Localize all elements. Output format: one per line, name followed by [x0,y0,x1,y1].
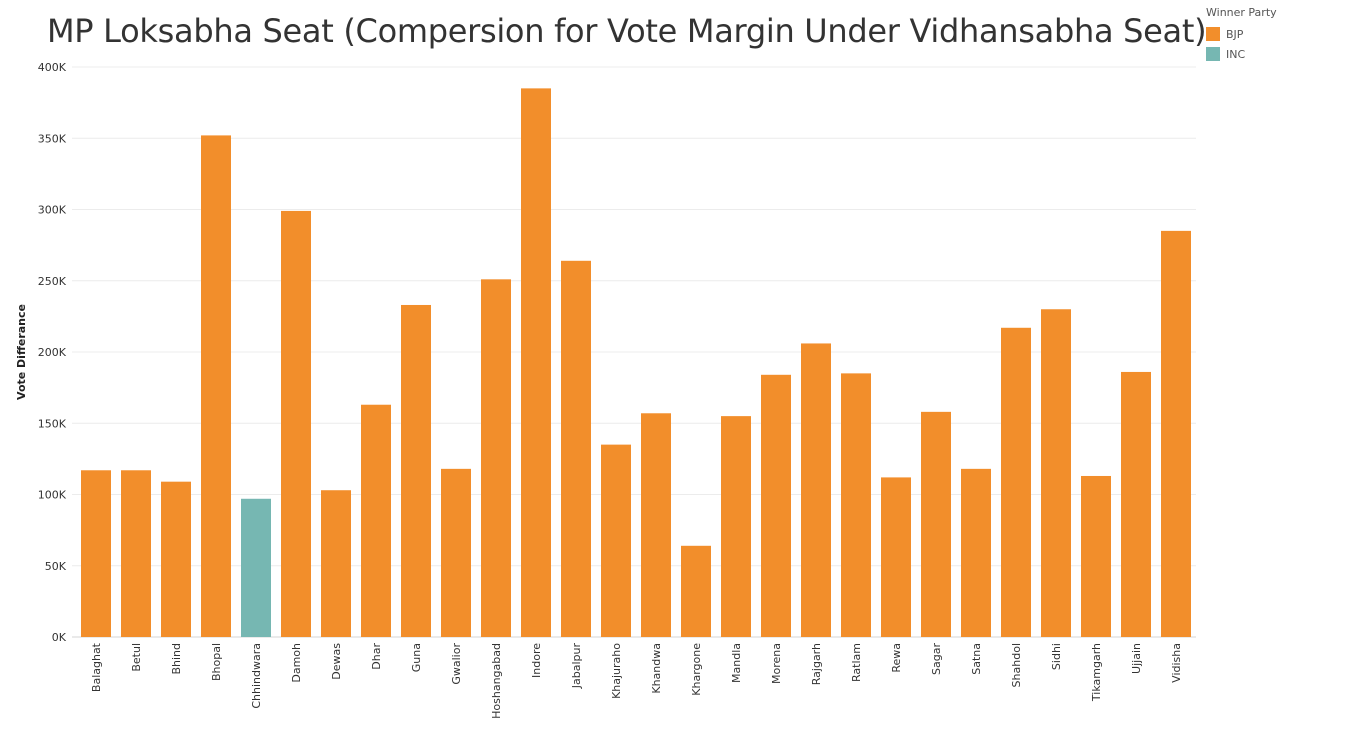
bar-guna[interactable] [401,304,431,637]
x-tick-label-rewa: Rewa [890,643,903,673]
x-tick-label-hoshangabad: Hoshangabad [490,643,503,719]
y-tick-label: 200K [38,346,67,359]
chart-title: MP Loksabha Seat (Compersion for Vote Ma… [47,12,1207,50]
x-tick-label-bhind: Bhind [170,643,183,675]
x-tick-label-sidhi: Sidhi [1050,643,1063,670]
bar-shahdol[interactable] [1001,327,1031,637]
bar-dewas[interactable] [321,490,351,637]
x-tick-label-ujjain: Ujjain [1130,643,1143,674]
x-tick-label-chhindwara: Chhindwara [250,643,263,709]
bar-chhindwara[interactable] [241,498,271,637]
bar-bhind[interactable] [161,481,191,637]
bar-khandwa[interactable] [641,413,671,637]
x-tick-label-dewas: Dewas [330,643,343,680]
bar-gwalior[interactable] [441,468,471,637]
legend-swatch-inc [1206,47,1220,61]
bar-vidisha[interactable] [1161,230,1191,637]
legend-label-inc: INC [1226,47,1246,61]
x-axis: Balaghat Betul Bhind Bhopal Chhindwara Damoh D… [90,642,1183,719]
x-tick-label-damoh: Damoh [290,643,303,683]
x-tick-label-balaghat: Balaghat [90,642,103,692]
legend-swatch-bjp [1206,27,1220,41]
bar-satna[interactable] [961,468,991,637]
bar-jabalpur[interactable] [561,260,591,637]
bar-dhar[interactable] [361,404,391,637]
y-tick-label: 0K [52,631,67,644]
bar-hoshangabad[interactable] [481,279,511,637]
legend-label-bjp: BJP [1226,27,1244,41]
bar-tikamgarh[interactable] [1081,475,1111,637]
y-tick-label: 300K [38,204,67,217]
bars [81,88,1191,638]
x-tick-label-indore: Indore [530,643,543,678]
bar-damoh[interactable] [281,210,311,638]
bar-balaghat[interactable] [81,470,111,637]
x-tick-label-rajgarh: Rajgarh [810,643,823,685]
bar-ujjain[interactable] [1121,371,1151,637]
bar-rajgarh[interactable] [801,343,831,637]
bar-ratlam[interactable] [841,373,871,637]
bar-rewa[interactable] [881,477,911,637]
bar-betul[interactable] [121,470,151,637]
legend-item-inc[interactable]: INC [1206,44,1277,64]
x-tick-label-tikamgarh: Tikamgarh [1090,643,1103,702]
bar-khajuraho[interactable] [601,444,631,637]
bar-morena[interactable] [761,374,791,637]
x-tick-label-gwalior: Gwalior [450,643,463,685]
y-tick-label: 150K [38,417,67,430]
y-tick-label: 350K [38,132,67,145]
x-tick-label-vidisha: Vidisha [1170,643,1183,683]
x-tick-label-khajuraho: Khajuraho [610,643,623,699]
x-tick-label-bhopal: Bhopal [210,643,223,681]
x-tick-label-jabalpur: Jabalpur [570,643,583,690]
x-tick-label-satna: Satna [970,643,983,675]
legend-title: Winner Party [1206,6,1277,19]
y-tick-label: 400K [38,61,67,74]
x-tick-label-morena: Morena [770,643,783,684]
x-tick-label-khargone: Khargone [690,643,703,696]
bar-sagar[interactable] [921,411,951,637]
bar-mandla[interactable] [721,416,751,637]
legend: Winner Party BJP INC [1206,6,1277,64]
bar-khargone[interactable] [681,545,711,637]
x-tick-label-khandwa: Khandwa [650,643,663,694]
bar-sidhi[interactable] [1041,309,1071,637]
y-tick-label: 100K [38,489,67,502]
x-tick-label-sagar: Sagar [930,643,943,675]
legend-item-bjp[interactable]: BJP [1206,24,1277,44]
y-axis-label: Vote Differance [15,304,28,400]
x-tick-label-betul: Betul [130,643,143,672]
x-tick-label-ratlam: Ratlam [850,643,863,682]
y-tick-label: 50K [45,560,67,573]
bar-indore[interactable] [521,88,551,637]
x-tick-label-dhar: Dhar [370,643,383,670]
x-tick-label-shahdol: Shahdol [1010,643,1023,687]
x-tick-label-mandla: Mandla [730,643,743,683]
bar-bhopal[interactable] [201,135,231,637]
y-axis: 0K 50K 100K 150K 200K 250K 300K 350K 400K [38,61,1196,644]
x-tick-label-guna: Guna [410,643,423,672]
y-tick-label: 250K [38,275,67,288]
